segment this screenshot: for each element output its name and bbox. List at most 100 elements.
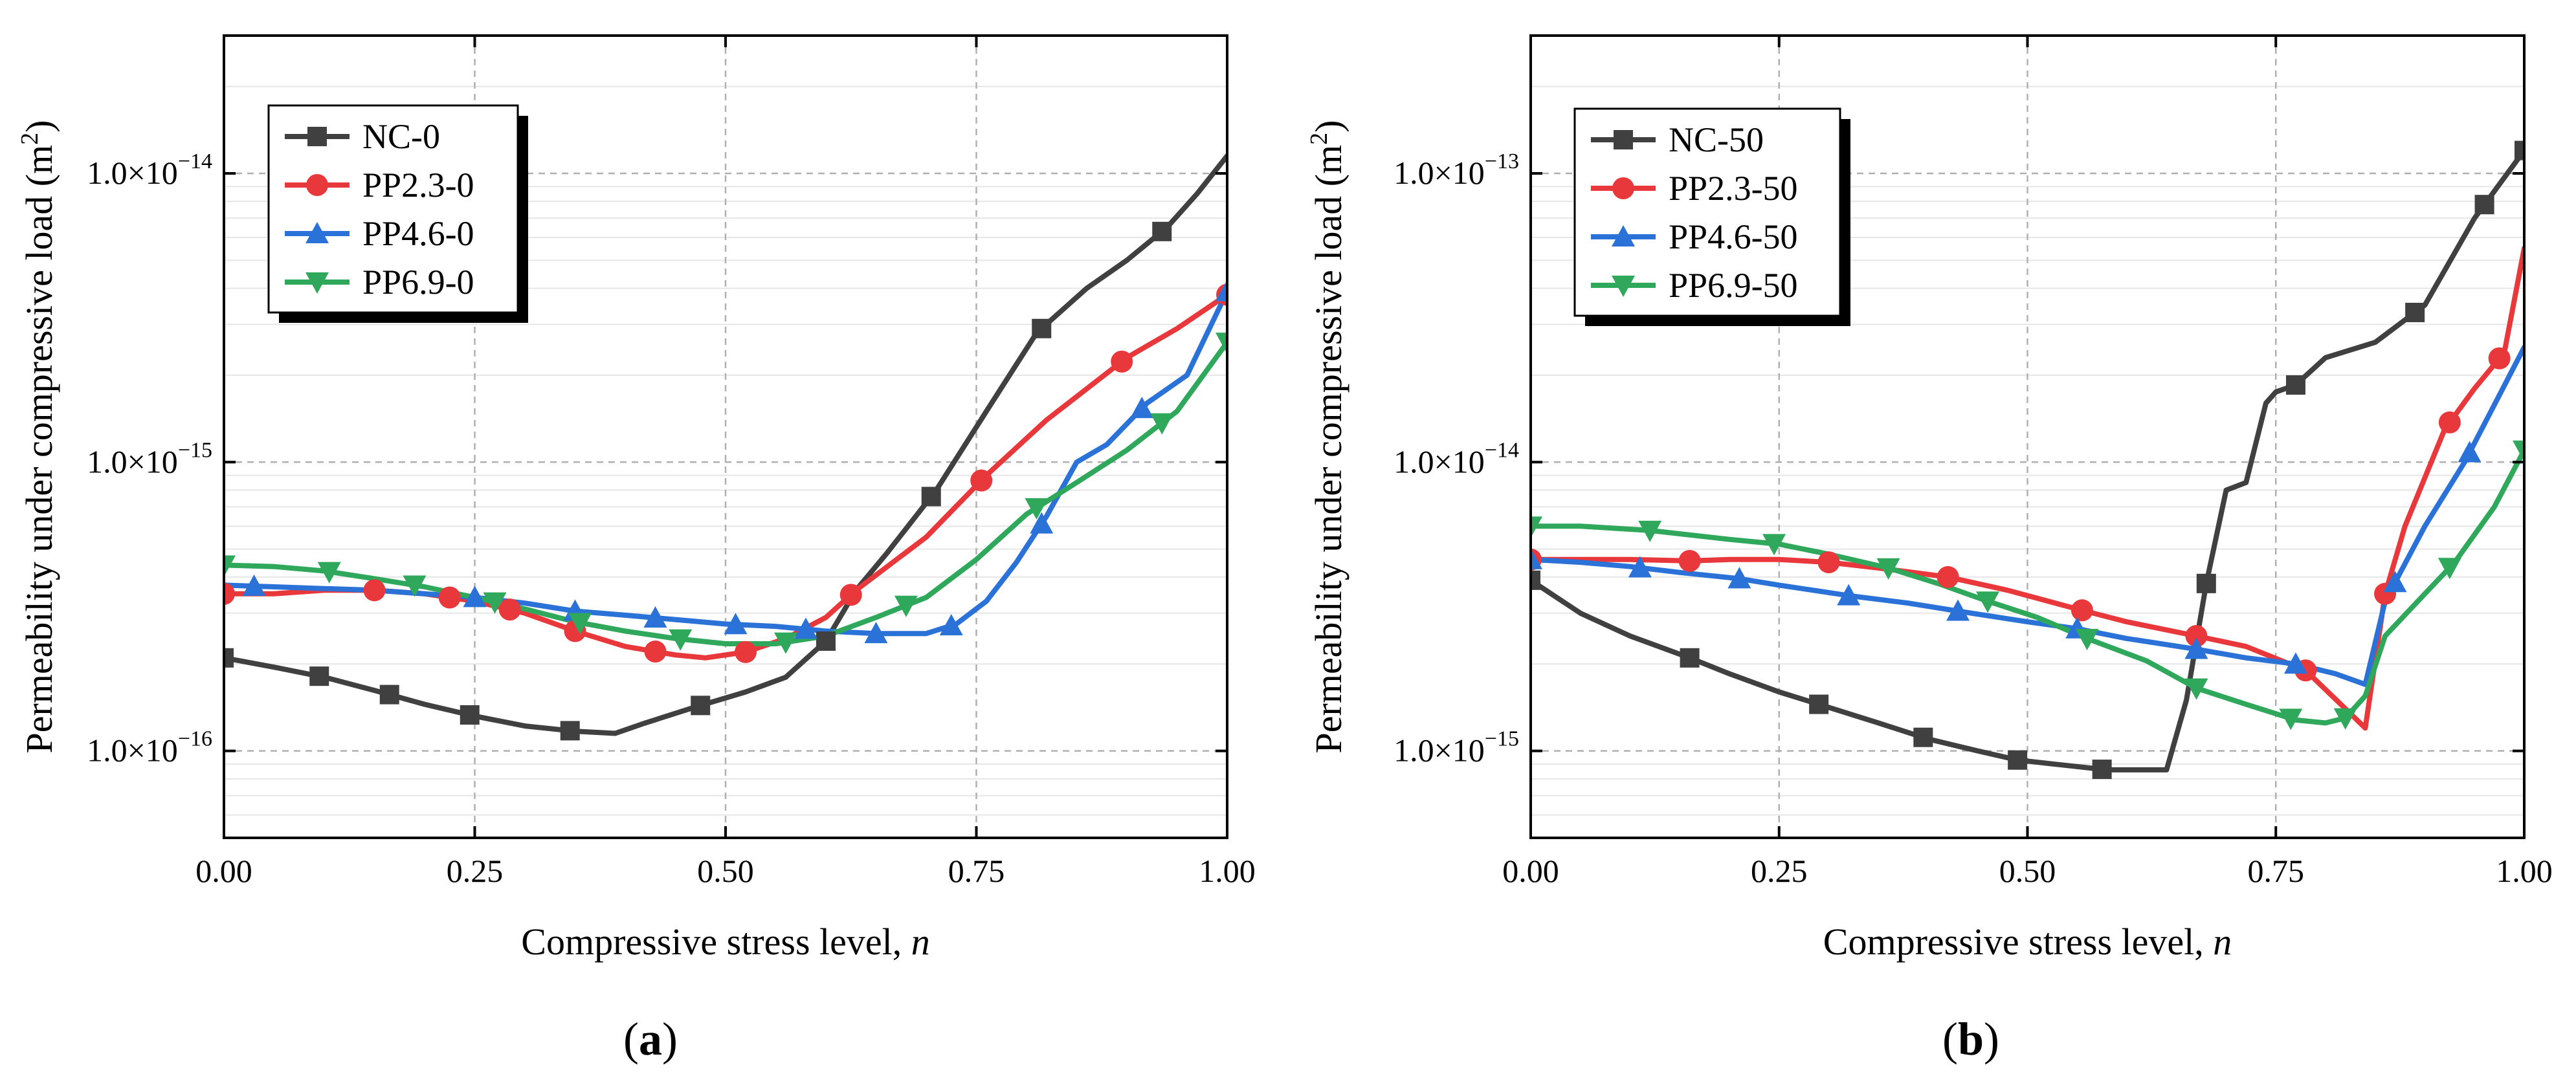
data-point-PP4.6-50: [1727, 567, 1751, 589]
data-point-NC-50: [2008, 750, 2028, 770]
data-point-NC-50: [1680, 648, 1700, 668]
series-line-PP6.9-50: [1531, 447, 2524, 726]
legend-label: PP2.3-0: [362, 166, 474, 204]
data-point-PP4.6-0: [1030, 512, 1054, 534]
x-tick-label: 1.00: [2496, 853, 2553, 889]
series-group: [1531, 140, 2524, 780]
data-point-PP6.9-50: [1531, 516, 1542, 538]
legend-swatch-marker: [305, 222, 329, 243]
y-tick-label: 1.0×10−15: [87, 438, 212, 479]
data-point-PP6.9-50: [2075, 628, 2099, 650]
legend-label: PP2.3-50: [1669, 169, 1798, 208]
data-point-PP6.9-50: [2333, 708, 2357, 730]
legend-label: PP4.6-50: [1669, 217, 1798, 256]
data-point-NC-50: [2092, 760, 2112, 780]
data-point-PP2.3-50: [2185, 625, 2208, 648]
data-point-PP4.6-50: [1837, 584, 1861, 606]
data-point-PP6.9-50: [1638, 520, 1662, 542]
data-point-PP4.6-50: [2283, 652, 2307, 674]
legend-item: PP4.6-0: [285, 214, 474, 253]
data-point-PP6.9-0: [774, 632, 797, 654]
y-tick-label: 1.0×10−14: [1393, 438, 1519, 479]
data-point-PP2.3-0: [438, 586, 461, 609]
data-point-PP6.9-0: [317, 562, 341, 584]
data-point-PP2.3-0: [363, 579, 386, 602]
data-point-PP4.6-50: [2383, 571, 2407, 593]
x-axis-title: Compressive stress level, n: [521, 921, 929, 963]
data-point-PP2.3-0: [735, 641, 757, 663]
legend-swatch-marker: [305, 272, 329, 294]
data-point-NC-50: [2515, 140, 2524, 160]
data-point-PP6.9-50: [2437, 558, 2461, 580]
y-tick-label: 1.0×10−14: [87, 149, 212, 191]
data-point-PP6.9-50: [1976, 591, 2000, 613]
data-point-PP4.6-0: [939, 613, 963, 635]
legend-label: NC-0: [362, 117, 440, 156]
legend-item: PP4.6-50: [1591, 217, 1798, 256]
panel-label: (a): [623, 1013, 678, 1065]
data-point-PP4.6-0: [1216, 279, 1227, 301]
y-axis-title: Permeability under compressive load (m2): [1305, 120, 1349, 754]
data-point-PP2.3-50: [1678, 549, 1701, 572]
legend-item: NC-0: [285, 117, 440, 156]
data-point-PP6.9-50: [1762, 534, 1786, 556]
x-tick-label: 0.75: [2248, 853, 2305, 889]
legend-swatch-marker: [306, 174, 328, 196]
data-point-PP6.9-0: [483, 592, 507, 614]
data-point-PP2.3-50: [2071, 599, 2093, 622]
legend-swatch-marker: [1612, 177, 1634, 199]
data-point-PP6.9-0: [1150, 413, 1174, 435]
legend-swatch-marker: [1612, 276, 1635, 297]
data-point-PP2.3-0: [224, 582, 235, 605]
x-tick-label: 1.00: [1199, 853, 1256, 889]
data-point-PP6.9-0: [403, 575, 427, 597]
data-point-PP4.6-50: [1946, 599, 1970, 621]
data-point-PP2.3-0: [1111, 350, 1133, 373]
data-point-PP6.9-0: [1025, 498, 1049, 520]
y-tick-label: 1.0×10−13: [1393, 149, 1519, 191]
data-point-NC-0: [816, 631, 836, 651]
panel-label: (b): [1942, 1013, 1999, 1065]
legend-label: PP4.6-0: [362, 214, 474, 253]
data-point-NC-0: [560, 721, 580, 741]
legend-label: NC-50: [1669, 120, 1764, 159]
legend-item: PP6.9-0: [285, 263, 474, 301]
x-tick-label: 0.00: [195, 853, 252, 889]
legend-swatch-marker: [1612, 225, 1635, 247]
data-point-NC-0: [921, 487, 941, 507]
legend-swatch-marker: [1614, 130, 1633, 149]
data-point-NC-0: [691, 696, 711, 716]
legend-item: PP2.3-0: [285, 166, 474, 204]
data-point-PP2.3-0: [644, 641, 667, 663]
panel-b: 0.00 0.25 0.50 0.75 1.00 1.0×10−15 1.0×10−14 1.…: [1305, 34, 2553, 1065]
legend-item: NC-50: [1591, 120, 1764, 159]
series-group: [224, 153, 1227, 741]
legend-item: PP6.9-50: [1591, 266, 1798, 305]
data-point-NC-0: [309, 666, 329, 686]
data-point-PP4.6-50: [2184, 637, 2208, 659]
x-tick-label: 0.75: [948, 853, 1005, 889]
y-axis-title: Permeability under compressive load (m2): [16, 120, 60, 754]
data-point-PP4.6-0: [463, 586, 487, 608]
data-point-NC-0: [460, 705, 480, 725]
data-point-PP2.3-50: [1817, 551, 1840, 574]
y-tick-label: 1.0×10−15: [1393, 727, 1519, 769]
legend: NC-50 PP2.3-50 PP4.6-50 PP6.9-50: [1573, 107, 1850, 326]
x-axis-title: Compressive stress level, n: [1823, 921, 2232, 963]
data-point-NC-50: [2285, 375, 2305, 395]
data-point-PP2.3-0: [498, 598, 521, 621]
x-tick-label: 0.25: [1751, 853, 1808, 889]
data-point-PP6.9-50: [1876, 558, 1900, 580]
data-point-NC-50: [1809, 694, 1829, 714]
legend-label: PP6.9-50: [1669, 266, 1798, 305]
data-point-PP4.6-0: [1130, 397, 1154, 419]
data-point-PP4.6-50: [2458, 441, 2482, 463]
data-point-NC-50: [1531, 570, 1540, 590]
data-point-PP6.9-0: [894, 595, 918, 617]
series-line-PP6.9-0: [224, 340, 1227, 646]
data-point-PP4.6-0: [864, 622, 888, 644]
data-point-PP4.6-50: [1531, 547, 1542, 569]
data-point-PP4.6-50: [1628, 556, 1652, 578]
